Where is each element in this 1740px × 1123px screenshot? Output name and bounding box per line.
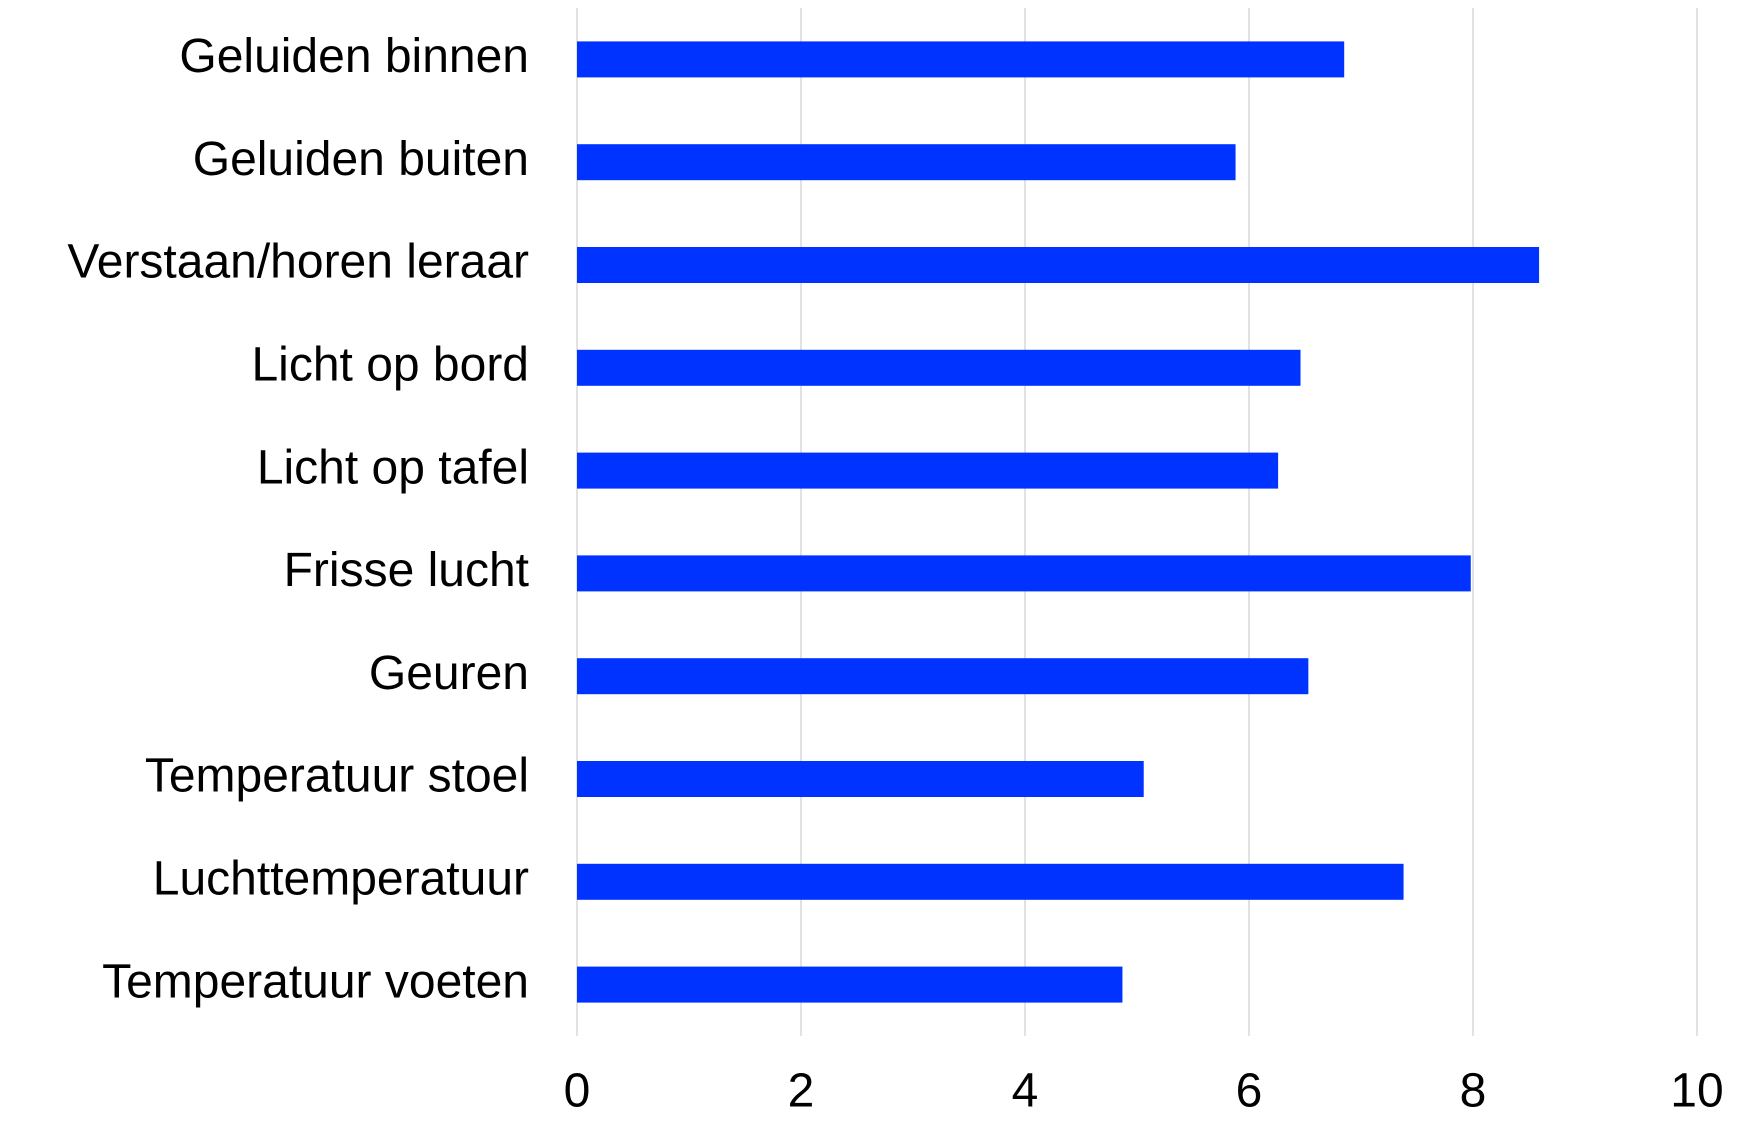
y-tick-label: Temperatuur voeten	[102, 955, 529, 1008]
bar	[577, 863, 1404, 900]
bar	[577, 247, 1540, 283]
x-tick-label: 4	[1012, 1065, 1039, 1118]
y-tick-label: Temperatuur stoel	[145, 750, 529, 803]
y-tick-label: Geluiden binnen	[179, 30, 529, 83]
y-tick-label: Licht op bord	[251, 338, 529, 391]
bar	[577, 144, 1236, 181]
bar	[577, 658, 1309, 695]
y-tick-label: Geluiden buiten	[193, 133, 529, 186]
bar	[577, 452, 1279, 489]
y-tick-label: Verstaan/horen leraar	[67, 236, 529, 289]
y-tick-label: Geuren	[369, 647, 529, 700]
x-tick-label: 0	[564, 1065, 591, 1118]
y-tick-label: Luchttemperatuur	[153, 852, 529, 905]
x-tick-label: 8	[1460, 1065, 1487, 1118]
x-tick-label: 10	[1670, 1065, 1723, 1118]
y-tick-label: Frisse lucht	[284, 544, 529, 597]
bar	[577, 41, 1345, 78]
x-tick-label: 2	[788, 1065, 815, 1118]
bar	[577, 349, 1301, 386]
bar	[577, 761, 1144, 797]
bar	[577, 966, 1123, 1003]
bar	[577, 555, 1471, 592]
y-tick-label: Licht op tafel	[257, 441, 529, 494]
x-tick-label: 6	[1236, 1065, 1263, 1118]
